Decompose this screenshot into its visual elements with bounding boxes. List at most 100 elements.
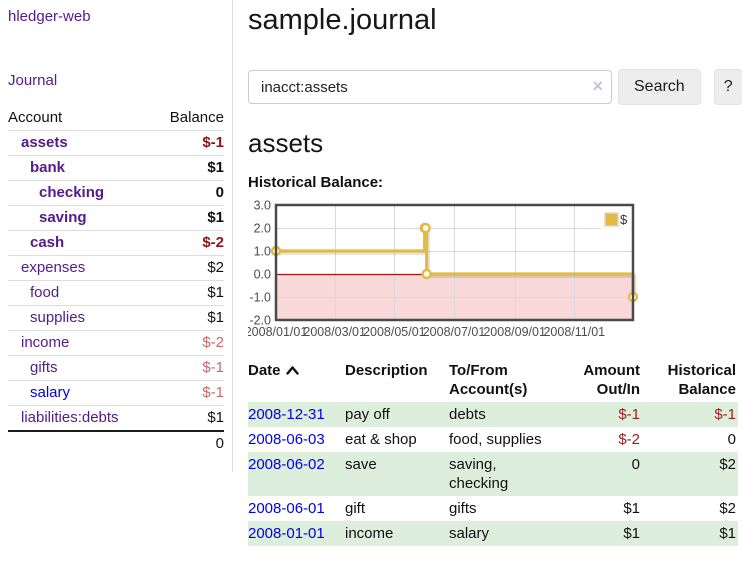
account-link[interactable]: saving bbox=[39, 209, 87, 226]
account-row: cash $-2 bbox=[8, 230, 224, 256]
transaction-date-link[interactable]: 2008-06-02 bbox=[248, 456, 325, 473]
transaction-description: save bbox=[345, 456, 377, 473]
account-balance: $-2 bbox=[202, 234, 224, 251]
accounts-table: Account Balance assets $-1 bank $1 checking 0… bbox=[8, 106, 224, 456]
register-column-date[interactable]: Date bbox=[248, 358, 345, 402]
accounts-header-account: Account bbox=[8, 106, 153, 131]
account-row: checking 0 bbox=[8, 180, 224, 206]
transaction-balance: $1 bbox=[719, 525, 736, 542]
svg-text:$: $ bbox=[620, 212, 628, 227]
svg-text:0.0: 0.0 bbox=[254, 268, 271, 282]
search-form: × Search ? bbox=[248, 69, 742, 105]
register-row: 2008-01-01 income salary $1 $1 bbox=[248, 521, 738, 546]
account-row: saving $1 bbox=[8, 205, 224, 231]
transaction-description: eat & shop bbox=[345, 431, 417, 448]
transaction-amount: $-2 bbox=[618, 431, 640, 448]
svg-text:2008/01/01: 2008/01/01 bbox=[248, 325, 307, 339]
account-row: food $1 bbox=[8, 280, 224, 306]
transaction-balance: $2 bbox=[719, 456, 736, 473]
transaction-date-link[interactable]: 2008-12-31 bbox=[248, 406, 325, 423]
account-link[interactable]: income bbox=[21, 334, 70, 351]
svg-text:2008/11/01: 2008/11/01 bbox=[543, 325, 605, 339]
account-link[interactable]: gifts bbox=[30, 359, 58, 376]
search-button[interactable]: Search bbox=[618, 69, 701, 105]
accounts-header-balance: Balance bbox=[152, 106, 224, 131]
account-balance: $1 bbox=[207, 209, 224, 226]
register-row: 2008-06-03 eat & shop food, supplies $-2 0 bbox=[248, 427, 738, 452]
help-button[interactable]: ? bbox=[713, 69, 742, 105]
account-link[interactable]: bank bbox=[30, 159, 66, 176]
account-link[interactable]: liabilities:debts bbox=[21, 409, 119, 426]
svg-text:2.0: 2.0 bbox=[254, 222, 271, 236]
chart-title: Historical Balance: bbox=[248, 174, 384, 191]
account-row: assets $-1 bbox=[8, 131, 224, 156]
svg-text:2008/09/01: 2008/09/01 bbox=[483, 325, 546, 339]
transaction-date-link[interactable]: 2008-06-01 bbox=[248, 500, 325, 517]
account-balance: $2 bbox=[207, 259, 224, 276]
sidebar: hledger-web Journal Account Balance asse… bbox=[0, 0, 233, 472]
svg-text:3.0: 3.0 bbox=[254, 199, 271, 213]
account-balance: $-1 bbox=[202, 134, 224, 151]
account-balance: $-1 bbox=[202, 359, 224, 376]
page-title: sample.journal bbox=[248, 4, 437, 36]
transaction-description: pay off bbox=[345, 406, 390, 423]
transaction-accounts: saving, checking bbox=[449, 456, 509, 492]
transaction-balance: $-1 bbox=[714, 406, 736, 423]
transaction-amount: 0 bbox=[631, 456, 640, 473]
account-row: liabilities:debts $1 bbox=[8, 405, 224, 432]
account-balance: $-2 bbox=[202, 334, 224, 351]
account-balance: $1 bbox=[207, 159, 224, 176]
accounts-total-row: 0 bbox=[8, 431, 224, 456]
svg-text:2008/05/01: 2008/05/01 bbox=[363, 325, 426, 339]
svg-text:2008/03/01: 2008/03/01 bbox=[303, 325, 366, 339]
account-balance: $1 bbox=[207, 309, 224, 326]
clear-search-icon[interactable]: × bbox=[592, 76, 603, 96]
account-link[interactable]: assets bbox=[21, 134, 68, 151]
account-row: bank $1 bbox=[8, 155, 224, 181]
chart-canvas: $3.0 2.0 1.0 0.0 -1.0 -2.02008/01/012008/03/0… bbox=[245, 199, 639, 339]
search-field-wrap: × bbox=[248, 70, 612, 104]
svg-text:-2.0: -2.0 bbox=[249, 314, 271, 328]
transaction-accounts: debts bbox=[449, 406, 486, 423]
register-column-historical-balance: Historical Balance bbox=[667, 362, 736, 398]
accounts-header-row: Account Balance bbox=[8, 106, 224, 131]
register-table: Date Description To/From Account(s) Amount Ou… bbox=[248, 358, 738, 546]
svg-text:1.0: 1.0 bbox=[254, 245, 271, 259]
sort-asc-icon bbox=[285, 366, 299, 375]
account-link[interactable]: cash bbox=[30, 234, 65, 251]
account-link[interactable]: food bbox=[30, 284, 60, 301]
chart-legend: $ bbox=[601, 210, 631, 230]
account-link[interactable]: checking bbox=[39, 184, 105, 201]
historical-balance-chart: $3.0 2.0 1.0 0.0 -1.0 -2.0 2008/01/01 2008/03/0… bbox=[245, 199, 740, 340]
sidebar-item-journal[interactable]: Journal bbox=[8, 72, 58, 89]
search-input[interactable] bbox=[248, 70, 612, 104]
account-balance: $1 bbox=[207, 409, 224, 426]
account-balance: 0 bbox=[215, 184, 224, 201]
register-header-row: Date Description To/From Account(s) Amount Ou… bbox=[248, 358, 738, 402]
transaction-date-link[interactable]: 2008-06-03 bbox=[248, 431, 325, 448]
account-link[interactable]: supplies bbox=[30, 309, 86, 326]
accounts-total-value: 0 bbox=[215, 435, 224, 452]
register-row: 2008-06-01 gift gifts $1 $2 bbox=[248, 496, 738, 521]
transaction-amount: $1 bbox=[623, 500, 640, 517]
transaction-balance: $2 bbox=[719, 500, 736, 517]
transaction-balance: 0 bbox=[727, 431, 736, 448]
register-column-to-from-account-s-: To/From Account(s) bbox=[449, 362, 528, 398]
account-row: expenses $2 bbox=[8, 255, 224, 281]
transaction-date-link[interactable]: 2008-01-01 bbox=[248, 525, 325, 542]
account-row: gifts $-1 bbox=[8, 355, 224, 381]
account-row: income $-2 bbox=[8, 330, 224, 356]
account-row: salary $-1 bbox=[8, 380, 224, 406]
register-column-amount-out-in: Amount Out/In bbox=[583, 362, 640, 398]
register-column-description: Description bbox=[345, 362, 428, 379]
brand-link[interactable]: hledger-web bbox=[8, 8, 91, 25]
transaction-amount: $1 bbox=[623, 525, 640, 542]
register-row: 2008-12-31 pay off debts $-1 $-1 bbox=[248, 402, 738, 427]
account-link[interactable]: salary bbox=[30, 384, 71, 401]
transaction-amount: $-1 bbox=[618, 406, 640, 423]
account-balance: $1 bbox=[207, 284, 224, 301]
account-link[interactable]: expenses bbox=[21, 259, 86, 276]
transaction-accounts: salary bbox=[449, 525, 490, 542]
register-row: 2008-06-02 save saving, checking 0 $2 bbox=[248, 452, 738, 496]
account-heading: assets bbox=[248, 128, 324, 158]
